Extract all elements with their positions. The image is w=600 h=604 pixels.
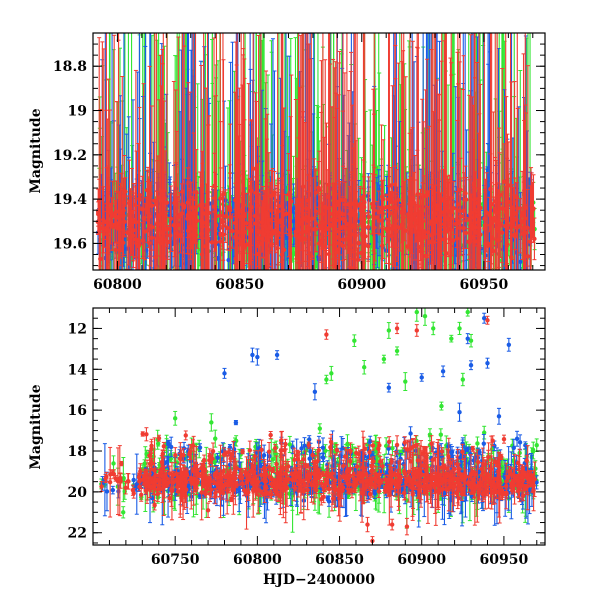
top-red-point — [367, 215, 371, 219]
top-plot-area — [96, 0, 537, 513]
